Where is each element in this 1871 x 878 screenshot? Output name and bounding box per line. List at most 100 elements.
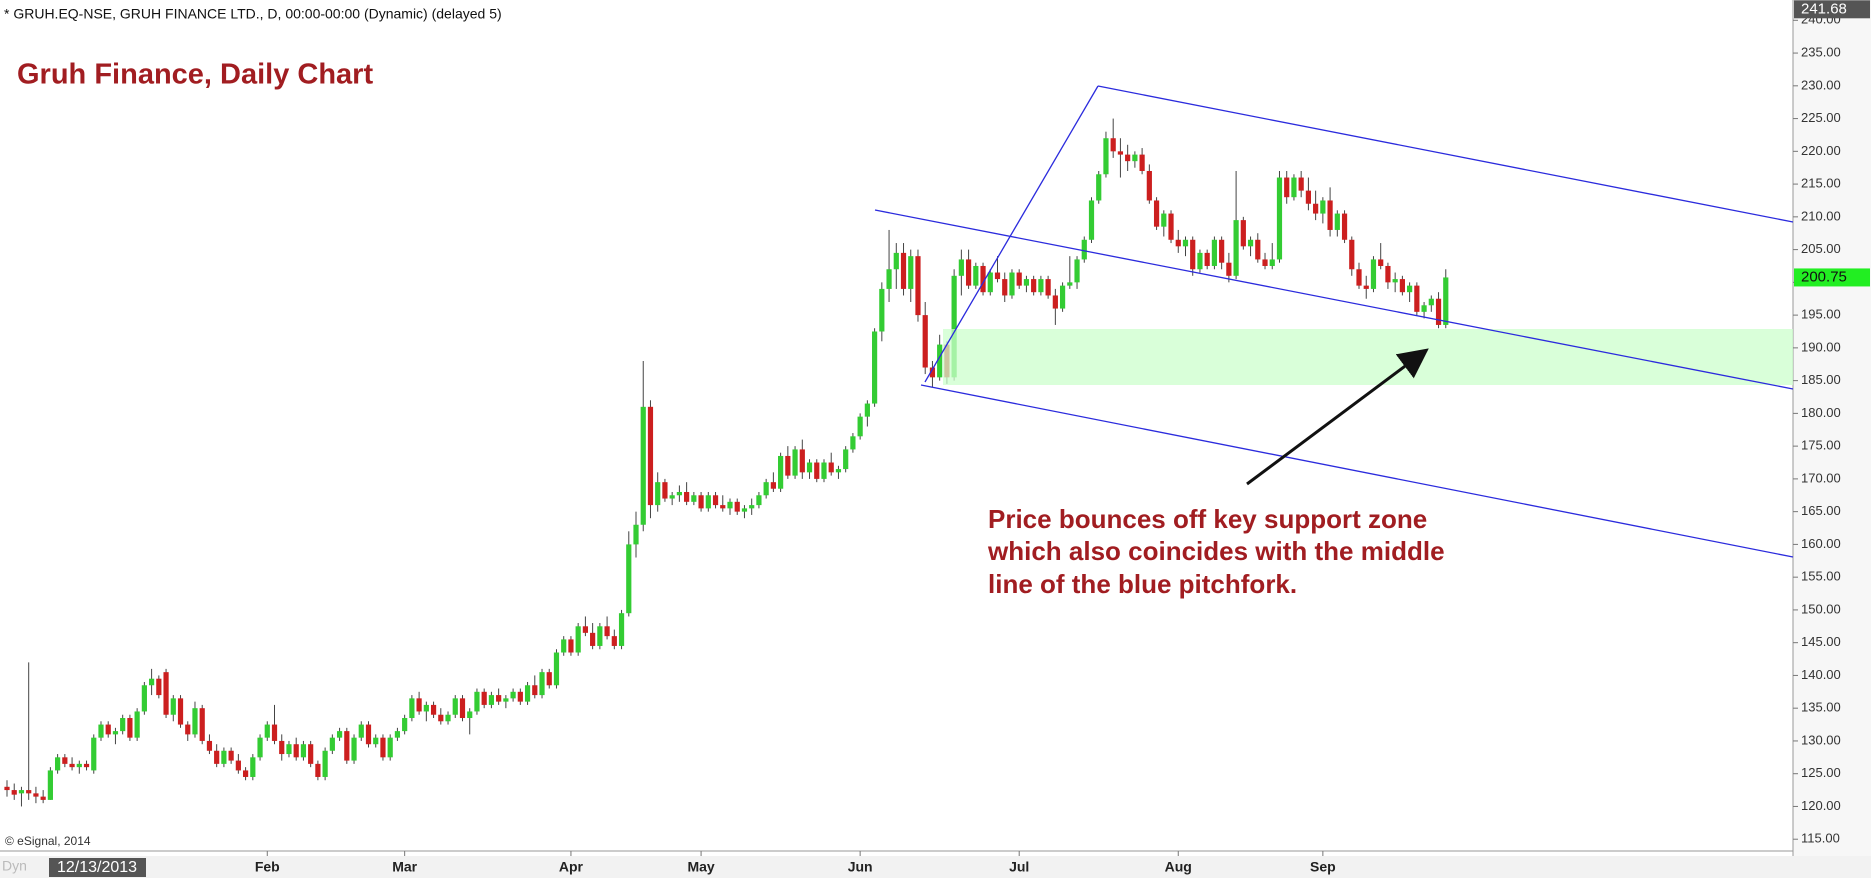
candle-body (47, 770, 53, 800)
candle-body (915, 256, 921, 316)
candle-body (373, 737, 379, 745)
candle-body (1103, 138, 1109, 175)
candle-body (582, 626, 588, 633)
candle-body (91, 737, 97, 771)
candle-body (134, 711, 140, 738)
candle-body (828, 462, 834, 473)
x-tick-label: Feb (255, 859, 280, 875)
candle-body (445, 714, 451, 722)
y-tick-label: 210.00 (1801, 208, 1841, 223)
cursor-date: 12/13/2013 (57, 859, 137, 876)
cursor-prefix: Dyn (2, 858, 27, 874)
y-tick-label: 160.00 (1801, 536, 1841, 551)
candle-body (1378, 259, 1384, 266)
y-tick-label: 135.00 (1801, 700, 1841, 715)
candle-body (676, 491, 682, 496)
candle-body (1045, 279, 1051, 296)
candle-body (279, 740, 285, 755)
candle-body (503, 698, 509, 702)
y-tick-label: 170.00 (1801, 470, 1841, 485)
candle-body (893, 252, 899, 270)
candle-body (1161, 213, 1167, 227)
candle-body (553, 652, 560, 686)
arrow (1246, 348, 1429, 486)
candle-body (1067, 282, 1073, 286)
x-tick-label: Jul (1009, 859, 1029, 875)
candle-body (561, 639, 567, 653)
x-tick-label: Apr (559, 859, 584, 875)
candle-body (1211, 239, 1218, 266)
candle-body (778, 455, 784, 489)
candle-body (315, 763, 321, 777)
y-tick-label: 165.00 (1801, 503, 1841, 518)
candle-body (1190, 239, 1196, 270)
candle-body (112, 731, 119, 735)
candle-body (1168, 213, 1174, 240)
cursor-date-box (49, 858, 146, 877)
candle-body (951, 275, 957, 378)
candle-body (843, 449, 849, 470)
candle-body (510, 691, 516, 699)
candle-body (922, 315, 928, 368)
candle-body (214, 750, 220, 764)
candle-body (1240, 220, 1246, 247)
candle-body (402, 718, 408, 732)
candle-body (409, 698, 415, 719)
y-tick-label: 175.00 (1801, 438, 1841, 453)
candle-body (618, 613, 625, 646)
candle-body (1153, 200, 1160, 227)
candle-body (1226, 262, 1232, 276)
candle-body (105, 724, 111, 735)
candle-body (633, 524, 639, 545)
candle-body (1031, 279, 1037, 293)
copyright: © eSignal, 2014 (5, 834, 91, 848)
candle-body (1269, 259, 1275, 266)
candle-body (1197, 252, 1203, 270)
candle-body (308, 744, 314, 764)
candle-body (1370, 259, 1377, 289)
candle-body (987, 272, 993, 293)
candle-body (662, 482, 668, 499)
candle-body (76, 763, 82, 768)
candle-body (1392, 279, 1398, 283)
candle-body (1421, 305, 1427, 312)
x-tick-label: May (687, 859, 714, 875)
y-tick-label: 205.00 (1801, 241, 1841, 256)
candle-body (26, 790, 32, 794)
candle-body (206, 740, 213, 751)
price-label-box (1794, 268, 1870, 287)
candle-body (1117, 151, 1124, 155)
candle-body (1233, 220, 1239, 276)
candle-body (604, 626, 610, 637)
candle-body (597, 626, 603, 646)
candle-body (691, 495, 697, 502)
candle-body (336, 731, 343, 738)
candle-body (271, 724, 278, 741)
candle-body (756, 495, 762, 506)
x-tick-label: Jun (848, 859, 873, 875)
candle-body (539, 672, 545, 696)
candle-body (864, 403, 870, 417)
candle-body (712, 495, 719, 506)
y-tick-label: 155.00 (1801, 569, 1841, 584)
candle-body (351, 737, 357, 761)
candle-body (1023, 279, 1030, 286)
candle-body (799, 449, 805, 473)
candle-body (40, 796, 46, 800)
candle-body (250, 757, 256, 777)
y-tick-label: 140.00 (1801, 667, 1841, 682)
candle-body (647, 406, 654, 506)
candle-body (1443, 277, 1449, 325)
candle-body (228, 750, 234, 761)
candle-body (1363, 285, 1369, 289)
candle-body (763, 482, 769, 496)
candle-body (785, 455, 791, 476)
candle-body (741, 508, 748, 512)
candle-body (973, 265, 979, 286)
candle-body (958, 259, 964, 276)
candle-body (1334, 213, 1340, 230)
pitchfork-lower (920, 384, 1794, 558)
candle-body (1305, 190, 1311, 204)
y-tick-label: 130.00 (1801, 732, 1841, 747)
